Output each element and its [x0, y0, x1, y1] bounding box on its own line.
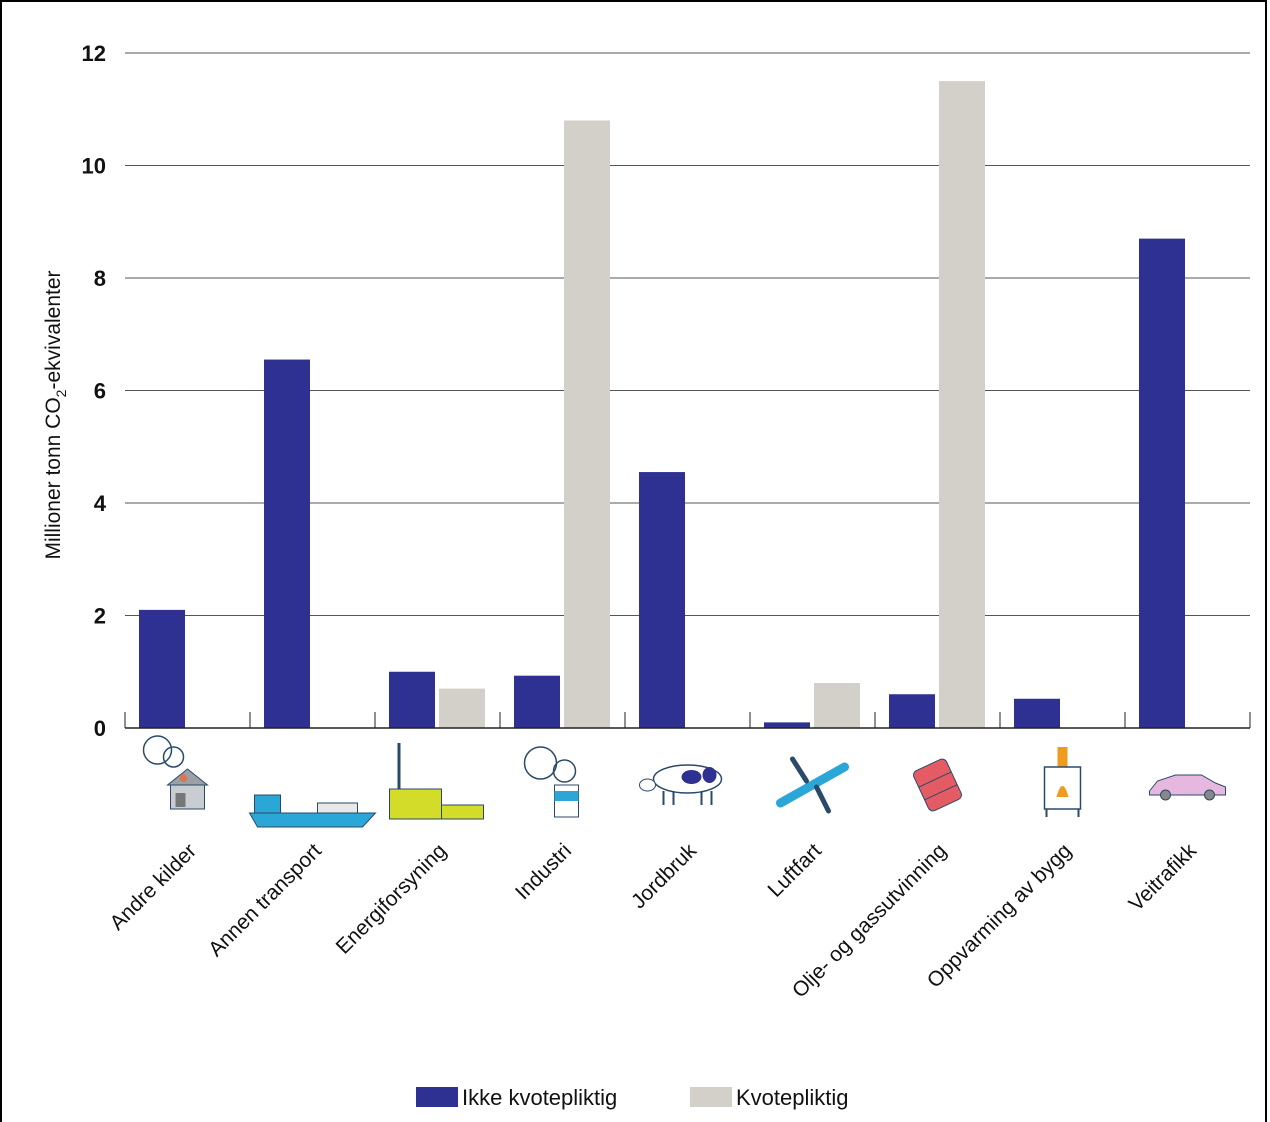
oil-barrel-icon [913, 758, 962, 812]
y-tick-label: 0 [94, 716, 106, 741]
bar-ikke-kvotepliktig-olje-og-gassutvinning [889, 694, 935, 728]
category-label-energiforsyning: Energiforsyning [332, 839, 451, 958]
bar-ikke-kvotepliktig-luftfart [764, 722, 810, 728]
cargo-ship-icon [248, 794, 377, 828]
category-label-jordbruk: Jordbruk [627, 839, 701, 913]
x-axis [124, 712, 1251, 729]
bar-kvotepliktig-luftfart [814, 683, 860, 728]
car-icon [1149, 774, 1226, 801]
house-smoke-icon [142, 735, 209, 810]
bars [139, 81, 1185, 728]
category-label-andre-kilder: Andre kilder [106, 839, 202, 935]
category-labels: Andre kilder Annen transport Energiforsyni… [106, 839, 1202, 1003]
legend-swatch-ikke-kvotepliktig [416, 1087, 458, 1107]
category-label-veitrafikk: Veitrafikk [1125, 839, 1202, 916]
y-tick-label: 6 [94, 379, 106, 404]
legend-swatch-kvotepliktig [690, 1087, 732, 1107]
bar-kvotepliktig-olje-og-gassutvinning [939, 81, 985, 728]
legend: Ikke kvotepliktig Kvotepliktig [416, 1085, 849, 1110]
category-label-luftfart: Luftfart [764, 839, 827, 902]
y-tick-label: 4 [94, 491, 107, 516]
category-label-oppvarming-av-bygg: Oppvarming av bygg [923, 839, 1076, 992]
y-tick-label: 2 [94, 604, 106, 629]
bar-ikke-kvotepliktig-jordbruk [639, 472, 685, 728]
bar-ikke-kvotepliktig-andre-kilder [139, 609, 185, 728]
category-label-annen-transport: Annen transport [204, 839, 326, 961]
gridlines [125, 52, 1250, 616]
category-label-industri: Industri [511, 839, 576, 904]
bar-kvotepliktig-industri [564, 120, 610, 728]
legend-label-ikke-kvotepliktig: Ikke kvotepliktig [462, 1085, 617, 1110]
y-tick-label: 8 [94, 266, 106, 291]
legend-label-kvotepliktig: Kvotepliktig [736, 1085, 849, 1110]
bar-ikke-kvotepliktig-energiforsyning [389, 671, 435, 728]
bar-ikke-kvotepliktig-annen-transport [264, 359, 310, 728]
y-axis-ticks: 0 2 4 6 8 10 12 [82, 41, 107, 741]
y-tick-label: 12 [82, 41, 106, 66]
factory-smoke-icon [523, 746, 579, 818]
bar-ikke-kvotepliktig-oppvarming-av-bygg [1014, 698, 1060, 728]
bar-kvotepliktig-energiforsyning [439, 688, 485, 728]
power-plant-icon [389, 743, 484, 820]
bar-ikke-kvotepliktig-veitrafikk [1139, 238, 1185, 728]
wood-stove-icon [1043, 747, 1082, 817]
cow-icon [639, 764, 723, 805]
y-tick-label: 10 [82, 154, 106, 179]
y-axis-label: Millioner tonn CO2-ekvivalenter [42, 270, 69, 559]
category-icons [142, 735, 1226, 828]
bar-ikke-kvotepliktig-industri [514, 675, 560, 728]
airplane-icon [776, 756, 849, 814]
